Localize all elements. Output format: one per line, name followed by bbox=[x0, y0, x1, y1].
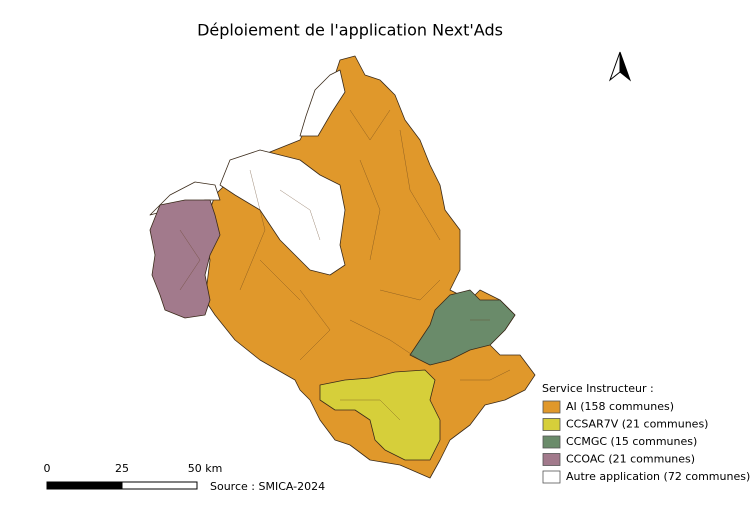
legend-label: CCOAC (21 communes) bbox=[566, 453, 695, 466]
legend: Service Instructeur : AI (158 communes) C… bbox=[542, 382, 750, 484]
scale-label: 25 bbox=[115, 462, 129, 475]
legend-swatch bbox=[542, 418, 561, 431]
scale-segment bbox=[121, 481, 198, 490]
region-ccmgc bbox=[409, 289, 516, 366]
region-other bbox=[219, 149, 346, 276]
legend-label: Autre application (72 communes) bbox=[566, 470, 750, 483]
legend-swatch bbox=[542, 435, 561, 449]
legend-label: AI (158 communes) bbox=[566, 400, 674, 413]
source-note: Source : SMICA-2024 bbox=[210, 480, 325, 493]
legend-title: Service Instructeur : bbox=[542, 382, 654, 395]
map bbox=[149, 55, 536, 479]
scale-label: 50 km bbox=[188, 462, 223, 475]
legend-swatch bbox=[542, 470, 561, 484]
legend-label: CCMGC (15 communes) bbox=[566, 435, 697, 448]
scale-label: 0 bbox=[44, 462, 51, 475]
commune-borders bbox=[179, 109, 511, 421]
north-arrow bbox=[608, 51, 632, 82]
legend-swatch bbox=[542, 400, 561, 414]
region-other bbox=[299, 69, 346, 137]
map-title: Déploiement de l'application Next'Ads bbox=[197, 21, 503, 40]
legend-label: CCSAR7V (21 communes) bbox=[566, 418, 708, 431]
scale-bar: 0 25 50 km bbox=[44, 462, 223, 490]
region-ccoac bbox=[149, 199, 221, 319]
legend-swatch bbox=[542, 453, 561, 466]
scale-segment bbox=[46, 481, 123, 490]
region-ccsar7v bbox=[319, 369, 441, 461]
